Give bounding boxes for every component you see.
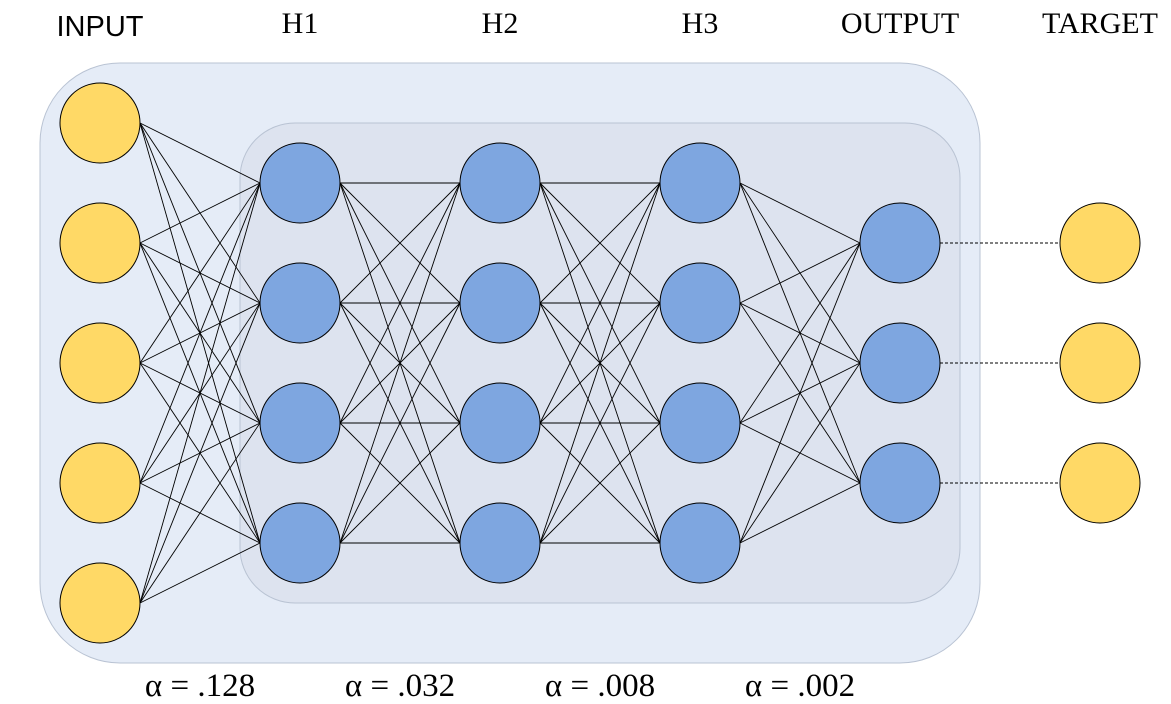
nodes [59,82,1141,644]
edge-input-4-to-h1-0 [139,182,261,604]
edge-input-3-to-h1-0 [139,182,261,484]
edge-h3-3-to-output-1 [739,362,861,544]
input-node-5 [59,562,141,644]
output-target-links [940,242,1060,484]
edge-h1-3-to-h2-2 [339,422,461,544]
h1-node-1 [259,142,341,224]
target-node-2 [1059,322,1141,404]
edge-h1-3-to-h2-0 [339,182,461,544]
edge-h3-1-to-output-0 [739,242,861,304]
input-node-1 [59,82,141,164]
h3-node-2 [659,262,741,344]
h2-node-3 [459,382,541,464]
h3-node-4 [659,502,741,584]
target-node-3 [1059,442,1141,524]
edge-input-4-to-h1-1 [139,302,261,604]
h2-node-4 [459,502,541,584]
h2-node-1 [459,142,541,224]
edge-h2-3-to-h3-2 [539,422,661,544]
output-node-1 [859,202,941,284]
input-node-2 [59,202,141,284]
target-node-1 [1059,202,1141,284]
layer-label-h3: H3 [682,7,719,40]
h1-node-3 [259,382,341,464]
edge-input-0-to-h1-0 [139,122,261,184]
h1-node-2 [259,262,341,344]
edge-h3-3-to-output-0 [739,242,861,544]
edge-input-1-to-h1-0 [139,182,261,244]
layer-label-h2: H2 [482,7,519,40]
edge-h2-1-to-h3-0 [539,182,661,304]
input-node-4 [59,442,141,524]
alpha-label-1: α = .128 [145,668,255,704]
edge-h3-0-to-output-0 [739,182,861,244]
edge-h3-3-to-output-2 [739,482,861,544]
h1-node-4 [259,502,341,584]
edge-input-4-to-h1-2 [139,422,261,604]
edge-input-2-to-h1-0 [139,182,261,364]
layer-label-target: TARGET [1042,7,1158,40]
edge-h1-3-to-h2-1 [339,302,461,544]
alpha-label-2: α = .032 [345,668,455,704]
edge-h1-2-to-h2-0 [339,182,461,424]
connection-edges [139,122,861,604]
edge-input-4-to-h1-3 [139,542,261,604]
h2-node-2 [459,262,541,344]
h3-node-1 [659,142,741,224]
alpha-label-4: α = .002 [745,668,855,704]
layer-label-output: OUTPUT [841,7,959,40]
output-node-3 [859,442,941,524]
edge-h3-2-to-output-0 [739,242,861,424]
layer-label-h1: H1 [282,7,319,40]
edge-h2-3-to-h3-1 [539,302,661,544]
output-node-2 [859,322,941,404]
h3-node-3 [659,382,741,464]
edge-h2-3-to-h3-0 [539,182,661,544]
edge-h2-2-to-h3-0 [539,182,661,424]
input-node-3 [59,322,141,404]
layer-label-input: INPUT [57,11,144,43]
alpha-label-3: α = .008 [545,668,655,704]
edge-h1-1-to-h2-0 [339,182,461,304]
